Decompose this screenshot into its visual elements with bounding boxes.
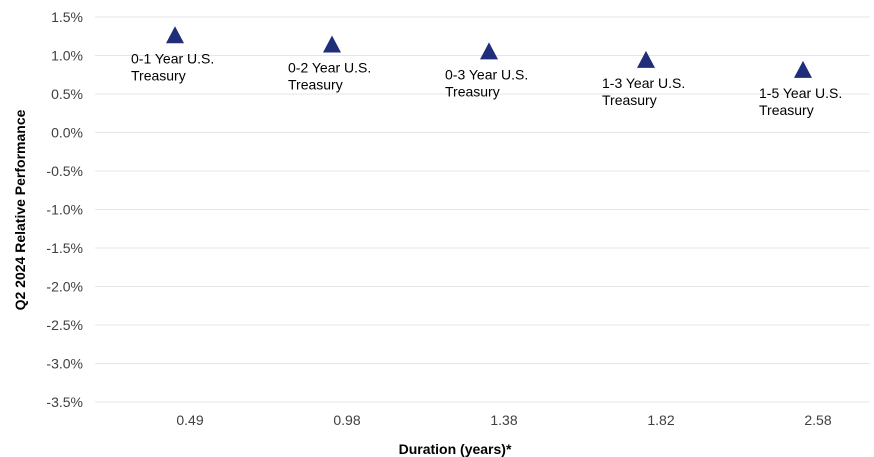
- x-axis-ticks: 0.49 0.98 1.38 1.82 2.58: [176, 412, 831, 428]
- y-tick-label: -1.0%: [46, 202, 83, 218]
- x-tick-label: 0.98: [333, 412, 360, 428]
- data-label: 0-2 Year U.S. Treasury: [288, 59, 371, 92]
- y-tick-label: -3.5%: [46, 394, 83, 410]
- y-tick-label: 0.5%: [51, 86, 83, 102]
- y-tick-label: -1.5%: [46, 240, 83, 256]
- x-tick-label: 1.82: [647, 412, 674, 428]
- y-axis-title: Q2 2024 Relative Performance: [12, 109, 28, 310]
- data-label: 1-5 Year U.S. Treasury: [759, 85, 842, 118]
- data-point-triangle: [637, 50, 655, 68]
- data-label: 0-1 Year U.S. Treasury: [131, 50, 214, 83]
- data-point-triangle: [480, 42, 498, 60]
- data-point-triangle: [323, 35, 341, 53]
- y-tick-label: 1.5%: [51, 9, 83, 25]
- y-tick-label: -2.5%: [46, 317, 83, 333]
- x-tick-label: 2.58: [804, 412, 831, 428]
- x-tick-label: 1.38: [490, 412, 517, 428]
- data-label: 0-3 Year U.S. Treasury: [445, 66, 528, 99]
- data-point-triangle: [166, 26, 184, 44]
- x-axis-title: Duration (years)*: [399, 441, 512, 457]
- data-labels: 0-1 Year U.S. Treasury 0-2 Year U.S. Treasu…: [131, 50, 842, 118]
- data-label: 1-3 Year U.S. Treasury: [602, 75, 685, 108]
- y-tick-label: -2.0%: [46, 279, 83, 295]
- gridlines: [95, 16, 870, 403]
- y-tick-label: 1.0%: [51, 48, 83, 64]
- data-point-triangle: [794, 60, 812, 78]
- y-tick-label: 0.0%: [51, 125, 83, 141]
- x-tick-label: 0.49: [176, 412, 203, 428]
- data-points: [166, 26, 812, 78]
- y-tick-label: -3.0%: [46, 356, 83, 372]
- y-axis-ticks: 1.5% 1.0% 0.5% 0.0% -0.5% -1.0% -1.5% -2.0% -2.5…: [46, 9, 83, 410]
- y-tick-label: -0.5%: [46, 163, 83, 179]
